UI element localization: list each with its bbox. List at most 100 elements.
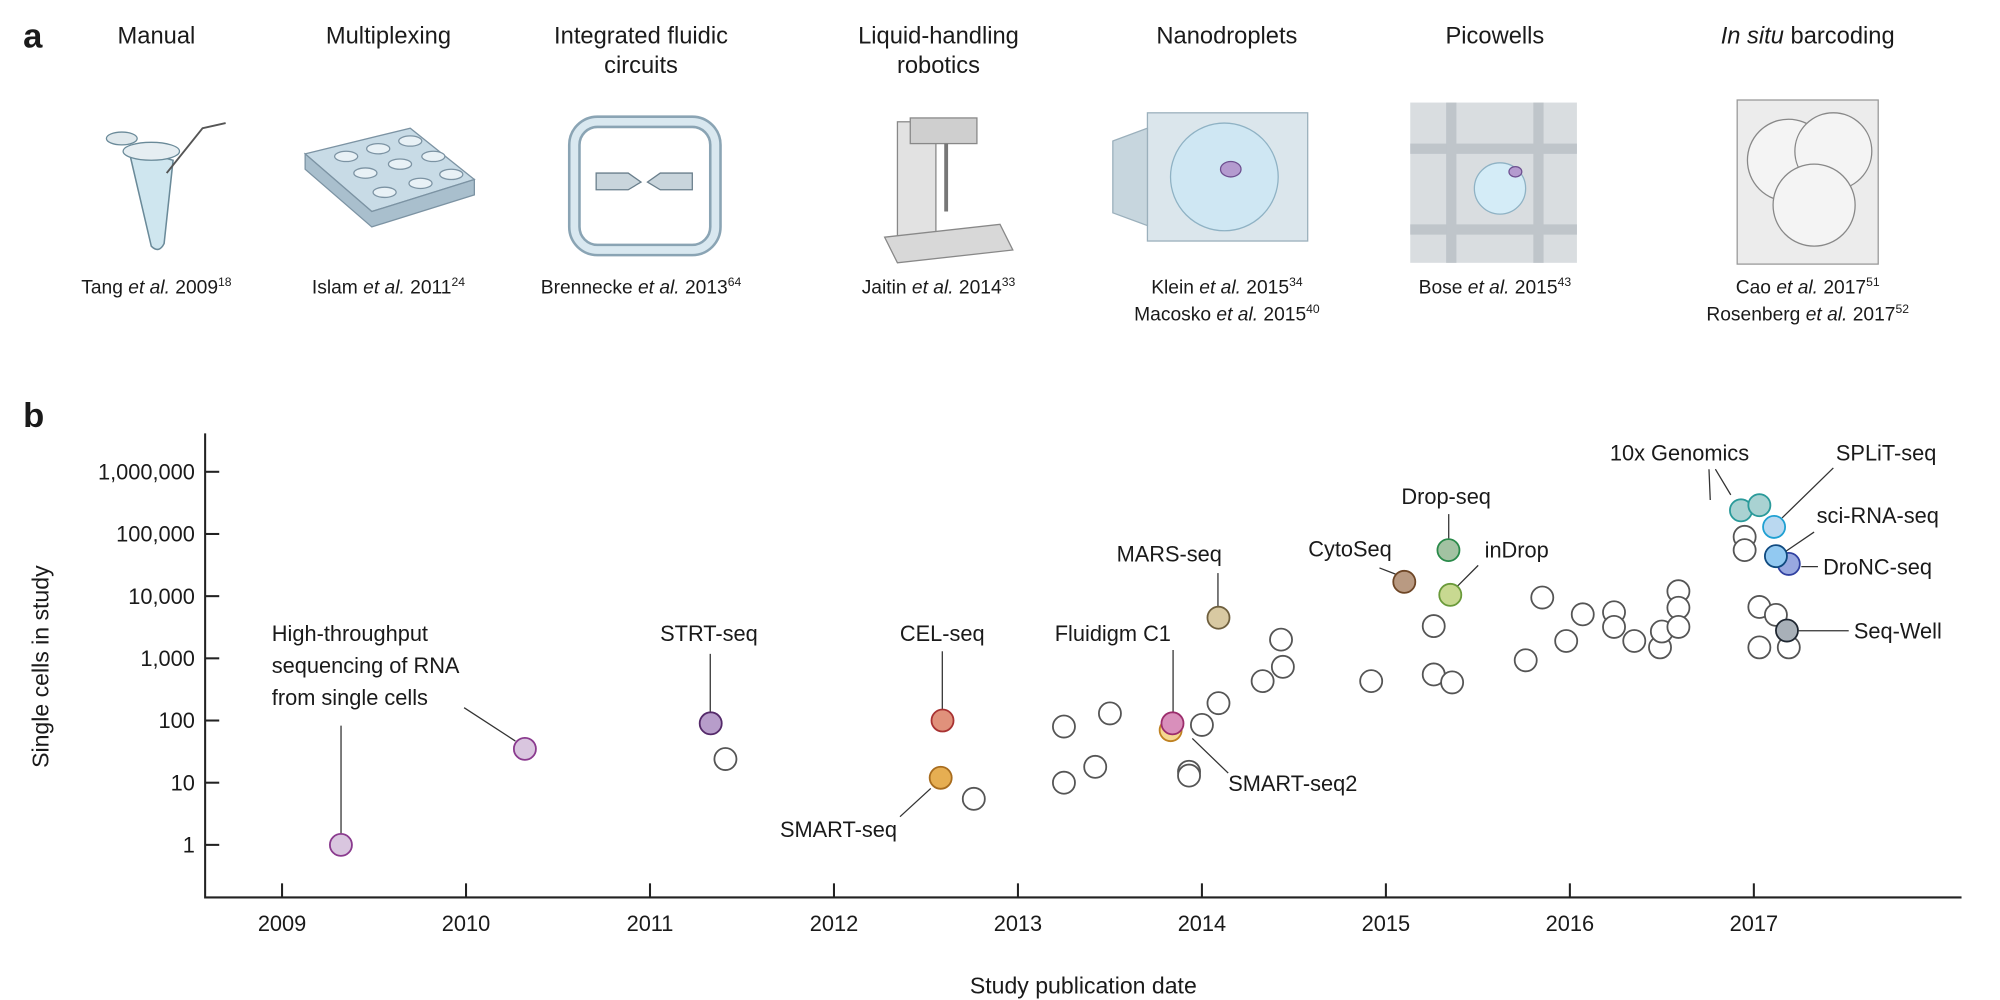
label-split-seq: SPLiT-seq [1836,440,1936,465]
x-tick-label: 2011 [627,911,674,936]
label-sci-rna-seq: sci-RNA-seq [1817,503,1939,528]
picowell-illustration [1410,102,1577,263]
data-point [1622,629,1647,653]
chart-axes [204,433,1962,899]
data-point [1098,701,1122,726]
y-axis-label: Single cells in study [28,565,54,768]
method-citation: Jaitin et al. 201433 [862,275,1016,299]
x-tick-label: 2012 [810,911,858,936]
highlighted-data-point [1747,493,1772,518]
x-tick-label: 2010 [442,911,490,936]
method-citation: Macosko et al. 201540 [1134,302,1320,326]
data-point [1269,627,1293,652]
method-citation: Cao et al. 201751 [1736,275,1880,299]
method-title: robotics [897,53,980,79]
manual-tube-illustration [105,122,226,251]
panel-a-label: a [23,17,43,55]
highlighted-data-point [1160,711,1185,736]
method-column: In situ barcoding Cao et al. 201751 Rosenb… [1706,24,1909,326]
highlighted-data-point [1206,605,1231,630]
data-point [1530,585,1555,610]
y-tick-label: 10,000 [128,584,195,609]
data-point [1052,714,1076,739]
x-tick-label: 2013 [994,911,1042,936]
x-ticks: 2009 2010 2011 2012 2013 2014 2015 2016 2017 [258,883,1778,936]
method-title: Integrated fluidic [554,24,728,50]
label-strt-seq: STRT-seq [660,621,758,646]
method-column: Integrated fluidic circuits Brennecke et a… [541,24,742,299]
label-dronc-seq: DroNC-seq [1823,554,1932,579]
data-point [961,786,986,811]
data-point [1190,712,1214,737]
method-citation: Rosenberg et al. 201752 [1706,302,1909,326]
fluidic-circuit-illustration [567,115,722,257]
y-ticks: 1 10 100 1,000 10,000 100,000 1,000,000 [98,459,220,858]
method-column: Manual Tang et al. 200918 [81,24,232,299]
data-point [1206,691,1231,716]
highlighted-data-point [1438,582,1463,607]
data-point [713,747,738,771]
data-point [1666,615,1691,639]
label-fluidigm-c1: Fluidigm C1 [1055,621,1171,646]
highlighted-data-point [329,832,353,857]
liquid-handling-robot-illustration [883,117,1014,264]
label-drop-seq: Drop-seq [1401,484,1491,509]
method-citation: Islam et al. 201124 [312,275,465,299]
method-column: Nanodroplets Klein et al. 201534 Macosko e… [1134,24,1320,326]
point-labels: High-throughput sequencing of RNA from s… [272,440,1942,842]
methods-row: Manual Tang et al. 200918 Multiplexing Isla… [81,24,1909,326]
data-point [1602,615,1626,639]
method-citation: Brennecke et al. 201364 [541,275,742,299]
label-high-throughput-1: High-throughput [272,621,428,646]
x-tick-label: 2014 [1178,911,1226,936]
nanodroplet-illustration [1112,112,1309,242]
x-tick-label: 2017 [1730,911,1778,936]
label-smart-seq2: SMART-seq2 [1228,771,1357,796]
data-point [1747,635,1772,660]
highlighted-data-point [698,711,723,736]
x-tick-label: 2009 [258,911,306,936]
highlighted-data-point [1762,514,1787,539]
data-point [1732,538,1757,563]
label-indrop: inDrop [1485,538,1549,563]
highlighted-data-point [1436,538,1461,563]
data-point [1570,602,1595,627]
label-smart-seq: SMART-seq [780,817,897,842]
method-column: Multiplexing Islam et al. 201124 [312,24,465,299]
method-title: Liquid-handling [858,24,1019,50]
highlighted-data-point [928,765,953,790]
y-tick-label: 10 [171,770,195,795]
method-citation: Klein et al. 201534 [1151,275,1303,299]
highlighted-data-point [1392,569,1417,594]
highlighted-data-point [1775,618,1799,643]
data-point [1052,770,1076,795]
y-tick-label: 100,000 [116,522,195,547]
method-title: Picowells [1445,24,1544,50]
label-cytoseq: CytoSeq [1308,536,1392,561]
data-point [1083,754,1108,779]
method-title: Multiplexing [326,24,451,50]
label-seq-well: Seq-Well [1854,618,1942,643]
leader-lines [340,467,1849,834]
label-cel-seq: CEL-seq [900,621,985,646]
label-high-throughput-3: from single cells [272,685,428,710]
data-point [1554,629,1579,653]
method-title: Manual [118,24,196,50]
y-tick-label: 1,000,000 [98,459,195,484]
data-point [1270,654,1295,679]
method-title: In situ barcoding [1721,24,1895,50]
data-point [1250,669,1275,694]
method-title: circuits [604,53,678,79]
data-point [1177,763,1201,788]
data-point [1421,614,1446,639]
label-mars-seq: MARS-seq [1117,542,1222,567]
data-point [1440,670,1465,695]
method-column: Liquid-handling robotics Jaitin et al. 201… [858,24,1019,299]
label-high-throughput-2: sequencing of RNA [272,653,460,678]
data-points [329,493,1801,857]
multiplexing-plate-illustration [303,127,476,228]
x-tick-label: 2015 [1362,911,1410,936]
x-axis-label: Study publication date [970,973,1197,999]
method-citation: Tang et al. 200918 [81,275,232,299]
